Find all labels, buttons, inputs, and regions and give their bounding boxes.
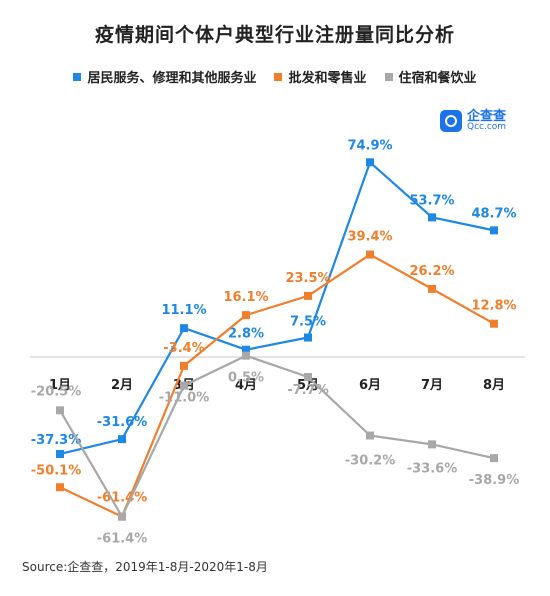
legend: 居民服务、修理和其他服务业 批发和零售业 住宿和餐饮业 bbox=[0, 67, 550, 86]
x-tick-label: 1月 bbox=[49, 378, 71, 393]
data-label: 16.1% bbox=[223, 290, 268, 305]
data-label: -50.1% bbox=[31, 463, 82, 478]
chart-title: 疫情期间个体户典型行业注册量同比分析 bbox=[94, 24, 455, 46]
data-point bbox=[428, 213, 436, 222]
x-tick-label: 8月 bbox=[483, 378, 505, 393]
data-point bbox=[304, 291, 312, 300]
data-point bbox=[490, 319, 498, 328]
legend-label: 住宿和餐饮业 bbox=[398, 71, 477, 86]
data-label: -7.7% bbox=[287, 383, 328, 398]
data-point bbox=[428, 284, 436, 293]
data-point bbox=[118, 512, 126, 521]
data-label: 26.2% bbox=[409, 264, 454, 279]
brand-url: Qcc.com bbox=[467, 122, 507, 132]
data-point bbox=[180, 381, 188, 390]
data-label: -11.0% bbox=[159, 391, 210, 406]
legend-item-wholesale-retail: 批发和零售业 bbox=[274, 67, 367, 86]
data-label: -38.9% bbox=[469, 473, 520, 488]
data-point bbox=[428, 440, 436, 449]
data-label: -61.4% bbox=[97, 532, 148, 547]
x-tick-label: 6月 bbox=[359, 378, 381, 393]
legend-swatch bbox=[274, 72, 283, 81]
legend-swatch bbox=[384, 72, 393, 81]
data-point bbox=[490, 454, 498, 463]
series-line bbox=[59, 253, 495, 519]
data-point bbox=[56, 483, 64, 492]
data-label: 48.7% bbox=[471, 206, 516, 221]
data-label: -20.5% bbox=[31, 384, 82, 399]
x-tick-label: 7月 bbox=[421, 378, 443, 393]
data-point bbox=[118, 435, 126, 444]
data-point bbox=[242, 351, 250, 360]
data-point bbox=[366, 250, 374, 259]
data-point bbox=[304, 373, 312, 382]
data-point bbox=[56, 406, 64, 415]
data-point bbox=[180, 361, 188, 370]
data-label: -33.6% bbox=[407, 461, 458, 476]
data-label: 39.4% bbox=[347, 230, 392, 245]
brand-name: 企查查 bbox=[467, 109, 507, 124]
data-label: -3.4% bbox=[163, 341, 204, 356]
data-point bbox=[56, 449, 64, 458]
source-note: Source:企查查，2019年1-8月-2020年1-8月 bbox=[22, 560, 268, 574]
legend-item-accommodation-catering: 住宿和餐饮业 bbox=[384, 67, 477, 86]
data-point bbox=[242, 311, 250, 320]
legend-label: 批发和零售业 bbox=[288, 71, 367, 86]
x-tick-label: 4月 bbox=[235, 378, 257, 393]
series-line bbox=[59, 354, 495, 519]
data-point bbox=[490, 226, 498, 235]
data-point bbox=[242, 345, 250, 354]
data-point bbox=[304, 333, 312, 342]
qcc-logo-icon bbox=[440, 110, 462, 132]
data-label: 53.7% bbox=[409, 193, 454, 208]
data-label: -61.4% bbox=[97, 491, 148, 506]
data-label: 0.5% bbox=[228, 371, 264, 386]
data-label: -30.2% bbox=[345, 454, 396, 469]
data-label: -37.3% bbox=[31, 433, 82, 448]
legend-swatch bbox=[73, 72, 82, 81]
data-point bbox=[180, 324, 188, 333]
series-line bbox=[59, 160, 495, 456]
data-label: 12.8% bbox=[471, 299, 516, 314]
data-label: 74.9% bbox=[347, 138, 392, 153]
data-label: 11.1% bbox=[161, 303, 206, 318]
data-label: -31.6% bbox=[97, 415, 148, 430]
data-label: 2.8% bbox=[228, 327, 264, 342]
legend-item-residential-services: 居民服务、修理和其他服务业 bbox=[73, 67, 256, 86]
data-point bbox=[366, 158, 374, 167]
data-label: 23.5% bbox=[285, 271, 330, 286]
data-label: 7.5% bbox=[290, 315, 326, 330]
brand-logo: 企查查 Qcc.com bbox=[440, 110, 506, 132]
x-tick-label: 2月 bbox=[111, 378, 133, 393]
legend-label: 居民服务、修理和其他服务业 bbox=[87, 71, 257, 86]
data-point bbox=[366, 431, 374, 440]
